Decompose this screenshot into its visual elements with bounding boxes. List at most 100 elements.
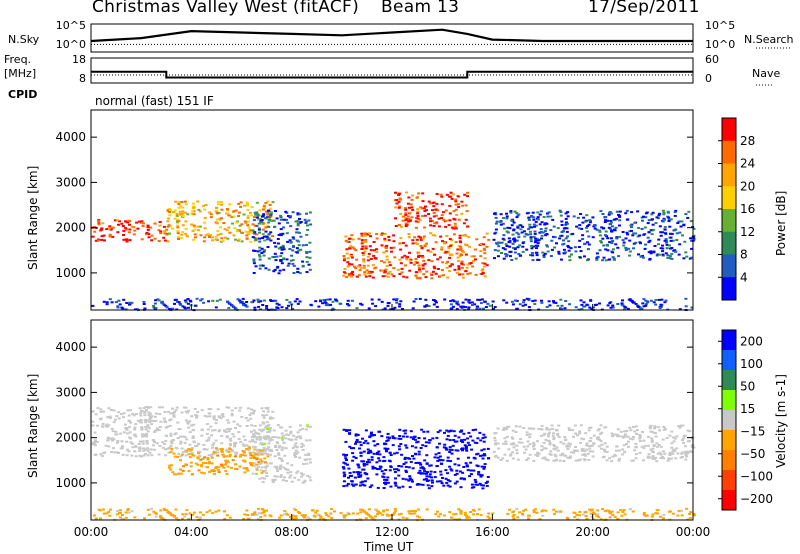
power-cell [251, 236, 255, 239]
power-cell [470, 255, 474, 258]
velocity-cell [669, 457, 673, 460]
velocity-cell [161, 441, 165, 444]
power-cell [663, 228, 667, 231]
power-cell [178, 213, 182, 216]
velocity-cell [423, 437, 427, 440]
velocity-cell [286, 513, 290, 516]
velocity-cell [143, 410, 147, 413]
power-cell [460, 306, 464, 309]
velocity-cell [659, 515, 663, 518]
velocity-cell [234, 441, 238, 444]
power-cell [449, 300, 453, 302]
power-cell [454, 198, 458, 201]
velocity-cell [684, 452, 688, 455]
power-cell [493, 306, 497, 308]
power-cell [453, 225, 457, 228]
velocity-cell [588, 450, 592, 453]
velocity-cell [232, 435, 236, 438]
power-cell [681, 234, 684, 237]
power-cell [228, 203, 232, 206]
power-cell [563, 307, 567, 310]
power-cell [604, 219, 608, 222]
power-cell [616, 246, 620, 249]
power-cell [587, 243, 591, 246]
power-cell [198, 225, 202, 228]
power-cell [615, 237, 619, 240]
power-cell [409, 203, 413, 206]
velocity-cell [436, 459, 440, 462]
power-cell [521, 250, 525, 253]
power-cell [682, 257, 686, 260]
power-cell [227, 226, 231, 229]
velocity-cell [187, 453, 191, 456]
power-cell [685, 255, 689, 258]
velocity-cell [145, 409, 148, 412]
power-cell [243, 220, 247, 223]
velocity-cell [261, 476, 265, 479]
velocity-cell [255, 448, 259, 451]
velocity-cell [393, 452, 397, 455]
velocity-cell [469, 435, 473, 438]
velocity-cell [670, 446, 674, 449]
velocity-cell [616, 435, 620, 438]
velocity-cell [225, 450, 229, 453]
velocity-cell [552, 438, 556, 441]
velocity-cell [210, 462, 214, 465]
power-cell [631, 234, 635, 237]
velocity-cell [190, 415, 194, 418]
velocity-cell [284, 437, 288, 440]
velocity-cell [359, 511, 363, 514]
velocity-cell [578, 432, 582, 435]
power-cell [612, 218, 616, 221]
velocity-cell [388, 469, 392, 472]
velocity-cell [294, 515, 298, 518]
power-cell [609, 223, 613, 226]
velocity-cell [187, 469, 191, 472]
power-cell [449, 307, 453, 310]
nsearch-ytick-bottom: 10^0 [705, 38, 735, 51]
velocity-cell [114, 430, 118, 433]
power-cell [307, 263, 311, 266]
power-cell [513, 210, 517, 213]
velocity-cell [342, 453, 346, 456]
power-cell [527, 299, 531, 302]
velocity-cell [207, 412, 211, 415]
velocity-cell [185, 509, 189, 512]
power-cell [473, 303, 477, 306]
velocity-cell [511, 457, 515, 460]
velocity-cell [384, 469, 388, 471]
velocity-cell [562, 454, 566, 457]
power-cell [360, 248, 364, 250]
velocity-cell [226, 461, 230, 464]
power-cell [369, 258, 373, 260]
power-cell [628, 239, 632, 242]
velocity-cell [265, 509, 268, 512]
power-cell [165, 233, 169, 236]
velocity-cell [651, 456, 655, 459]
power-cell [546, 250, 550, 253]
velocity-cell [265, 425, 269, 428]
velocity-cell [671, 512, 675, 515]
power-cell [386, 304, 390, 307]
velocity-cell [536, 454, 540, 457]
velocity-cell [393, 508, 397, 510]
power-cell [162, 225, 166, 228]
velocity-cell [514, 431, 518, 433]
velocity-cell [663, 452, 667, 455]
velocity-cell [161, 446, 165, 449]
velocity-cell [425, 475, 429, 478]
power-cell [397, 206, 401, 209]
velocity-cell [258, 438, 262, 441]
velocity-cell [376, 486, 380, 489]
velocity-cell [180, 472, 184, 475]
velocity-cell [341, 466, 345, 469]
velocity-cell [615, 445, 619, 448]
velocity-cell [255, 457, 259, 460]
power-cell [432, 265, 436, 268]
velocity-cell [177, 452, 181, 455]
velocity-cell [158, 444, 162, 447]
power-cell [608, 211, 611, 214]
velocity-cell [527, 514, 531, 517]
velocity-cell [144, 428, 148, 431]
power-cell [176, 224, 180, 227]
